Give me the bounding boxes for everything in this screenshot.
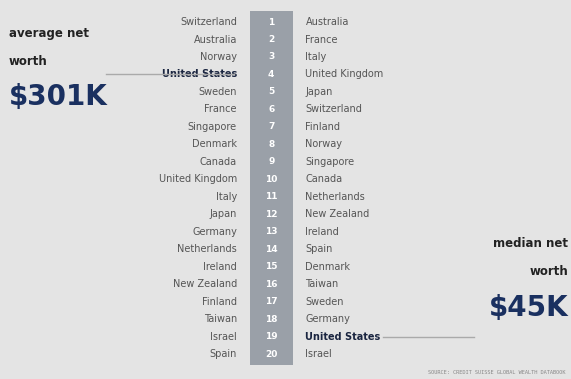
Text: SOURCE: CREDIT SUISSE GLOBAL WEALTH DATABOOK: SOURCE: CREDIT SUISSE GLOBAL WEALTH DATA… [428,370,565,375]
Text: Spain: Spain [305,244,333,254]
Text: Switzerland: Switzerland [305,105,363,114]
Text: average net: average net [9,27,89,39]
Text: 14: 14 [265,245,278,254]
Text: Finland: Finland [202,297,237,307]
Text: worth: worth [9,55,47,68]
Text: Denmark: Denmark [192,139,237,149]
Text: Switzerland: Switzerland [180,17,237,27]
Text: 3: 3 [268,53,274,61]
Text: Netherlands: Netherlands [177,244,237,254]
Text: worth: worth [529,265,568,278]
Text: France: France [305,34,338,44]
Text: 10: 10 [265,175,278,184]
Text: Sweden: Sweden [305,297,344,307]
Text: Japan: Japan [210,210,237,219]
Text: Ireland: Ireland [203,262,237,272]
Text: 16: 16 [265,280,278,289]
Text: Australia: Australia [305,17,349,27]
Text: 9: 9 [268,157,275,166]
Text: Israel: Israel [210,332,237,342]
Text: $45K: $45K [489,294,568,322]
Text: 8: 8 [268,140,274,149]
Text: Canada: Canada [305,174,343,185]
Text: median net: median net [493,237,568,250]
Text: 19: 19 [265,332,278,341]
Text: New Zealand: New Zealand [172,279,237,290]
Text: 1: 1 [268,17,274,27]
Text: 12: 12 [265,210,278,219]
Text: 20: 20 [265,350,278,359]
Text: Germany: Germany [305,314,351,324]
Text: United States: United States [162,69,237,80]
Text: 17: 17 [265,298,278,306]
Text: 5: 5 [268,88,274,97]
Text: Ireland: Ireland [305,227,339,237]
Text: Taiwan: Taiwan [305,279,339,290]
Text: Taiwan: Taiwan [204,314,237,324]
Text: $301K: $301K [9,83,107,111]
Text: 2: 2 [268,35,274,44]
Text: Australia: Australia [194,34,237,44]
Text: Spain: Spain [210,349,237,359]
Text: Italy: Italy [305,52,327,62]
Text: United States: United States [305,332,381,342]
Text: United Kingdom: United Kingdom [305,69,384,80]
Text: Israel: Israel [305,349,332,359]
Text: Netherlands: Netherlands [305,192,365,202]
Text: Denmark: Denmark [305,262,351,272]
Text: 13: 13 [265,227,278,236]
Text: Norway: Norway [200,52,237,62]
Text: Norway: Norway [305,139,343,149]
Text: 18: 18 [265,315,278,324]
Text: 7: 7 [268,122,275,132]
Text: United Kingdom: United Kingdom [159,174,237,185]
Text: Sweden: Sweden [199,87,237,97]
Text: 11: 11 [265,193,278,201]
Text: 15: 15 [265,262,278,271]
Text: Singapore: Singapore [188,122,237,132]
FancyBboxPatch shape [250,11,293,365]
Text: Finland: Finland [305,122,340,132]
Text: Canada: Canada [200,157,237,167]
Text: France: France [204,105,237,114]
Text: Germany: Germany [192,227,237,237]
Text: Singapore: Singapore [305,157,355,167]
Text: 4: 4 [268,70,275,79]
Text: Japan: Japan [305,87,333,97]
Text: New Zealand: New Zealand [305,210,370,219]
Text: 6: 6 [268,105,274,114]
Text: Italy: Italy [216,192,237,202]
